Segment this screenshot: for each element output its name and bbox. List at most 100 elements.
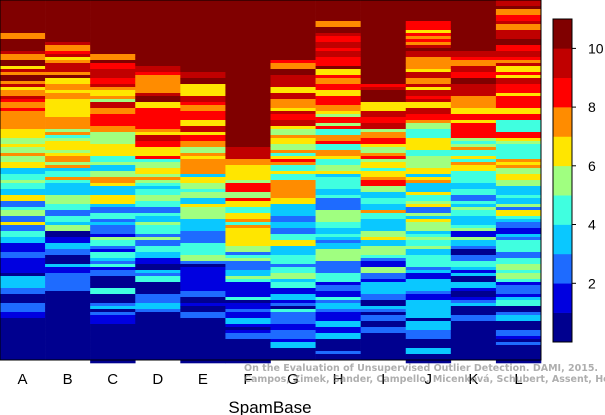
heatmap-cell	[495, 72, 542, 76]
heatmap-cell	[270, 300, 316, 304]
heatmap-cell	[270, 69, 316, 76]
heatmap-cell	[450, 60, 497, 67]
heatmap-cell	[180, 12, 226, 19]
heatmap-cell	[0, 27, 46, 34]
heatmap-cell	[45, 177, 91, 181]
heatmap-cell	[495, 312, 542, 316]
heatmap-cell	[270, 288, 316, 295]
heatmap-cell	[405, 255, 452, 262]
heatmap-cell	[495, 186, 542, 190]
heatmap-cell	[495, 336, 542, 340]
heatmap-cell	[135, 273, 181, 277]
heatmap-cell	[315, 240, 361, 244]
heatmap-cell	[90, 114, 136, 121]
heatmap-cell	[405, 6, 452, 10]
heatmap-cell	[495, 180, 542, 187]
heatmap-cell	[270, 9, 316, 13]
heatmap-cell	[495, 84, 542, 91]
heatmap-cell	[360, 255, 407, 259]
heatmap-cell	[405, 120, 452, 124]
heatmap-cell	[270, 240, 316, 247]
heatmap-cell	[360, 42, 407, 49]
heatmap-cell	[495, 75, 542, 79]
column-label-g: G	[287, 371, 299, 388]
heatmap-cell	[45, 78, 91, 85]
heatmap-cell	[180, 6, 226, 13]
heatmap-cell	[225, 312, 271, 319]
heatmap-cell	[0, 282, 46, 289]
heatmap-cell	[360, 51, 407, 55]
heatmap-cell	[450, 183, 497, 190]
heatmap-cell	[360, 249, 407, 256]
heatmap-cell	[0, 129, 46, 133]
heatmap-cell	[450, 177, 497, 184]
heatmap-cell	[450, 282, 497, 289]
heatmap-cell	[180, 303, 226, 307]
heatmap-cell	[315, 333, 361, 340]
heatmap-cell	[180, 279, 226, 286]
heatmap-cell	[180, 90, 226, 97]
heatmap-cell	[90, 192, 136, 196]
heatmap-cell	[315, 228, 361, 235]
heatmap-cell	[495, 66, 542, 73]
heatmap-cell	[495, 219, 542, 223]
heatmap-cell	[135, 159, 181, 163]
heatmap-cell	[225, 132, 271, 136]
heatmap-cell	[225, 192, 271, 199]
heatmap-cell	[315, 351, 361, 355]
heatmap-cell	[135, 90, 181, 94]
heatmap-cell	[405, 108, 452, 115]
heatmap-cell	[495, 120, 542, 127]
heatmap-cell	[135, 72, 181, 76]
heatmap-cell	[450, 57, 497, 61]
heatmap-cell	[180, 186, 226, 190]
heatmap-cell	[225, 24, 271, 28]
heatmap-cell	[45, 315, 91, 322]
colorbar-segment	[553, 224, 572, 255]
heatmap-cell	[450, 120, 497, 124]
heatmap-cell	[135, 234, 181, 238]
heatmap-cell	[45, 210, 91, 217]
heatmap-cell	[180, 333, 226, 340]
heatmap-cell	[405, 48, 452, 52]
heatmap-cell	[180, 147, 226, 154]
heatmap-cell	[45, 345, 91, 352]
heatmap-cell	[315, 174, 361, 178]
heatmap-cell	[315, 156, 361, 160]
heatmap-cell	[315, 189, 361, 196]
heatmap-cell	[0, 318, 46, 325]
heatmap-cell	[270, 204, 316, 211]
heatmap-cell	[270, 75, 316, 79]
heatmap-cell	[0, 345, 46, 349]
heatmap-cell	[225, 354, 271, 358]
heatmap-cell	[90, 78, 136, 85]
heatmap-cell	[450, 48, 497, 52]
heatmap-cell	[225, 324, 271, 328]
colorbar-tick-label: 6	[588, 158, 596, 174]
heatmap-cell	[405, 294, 452, 301]
heatmap-cell	[225, 351, 271, 355]
heatmap-cell	[495, 273, 542, 280]
heatmap-cell	[405, 87, 452, 91]
heatmap-cell	[180, 243, 226, 250]
heatmap-cell	[135, 18, 181, 25]
heatmap-cell	[135, 153, 181, 157]
heatmap-cell	[315, 330, 361, 334]
heatmap-cell	[360, 279, 407, 283]
heatmap-cell	[450, 147, 497, 151]
heatmap-cell	[90, 198, 136, 205]
heatmap-cell	[360, 114, 407, 118]
heatmap-cell	[225, 288, 271, 292]
heatmap-cell	[405, 309, 452, 316]
heatmap-cell	[315, 114, 361, 118]
heatmap-cell	[180, 285, 226, 292]
heatmap-cell	[360, 105, 407, 109]
heatmap-cell	[135, 309, 181, 313]
column-label-a: A	[17, 371, 27, 388]
heatmap-cell	[135, 237, 181, 241]
heatmap-cell	[270, 312, 316, 319]
heatmap-cell	[45, 309, 91, 316]
heatmap-cell	[360, 267, 407, 274]
heatmap-cell	[135, 252, 181, 259]
